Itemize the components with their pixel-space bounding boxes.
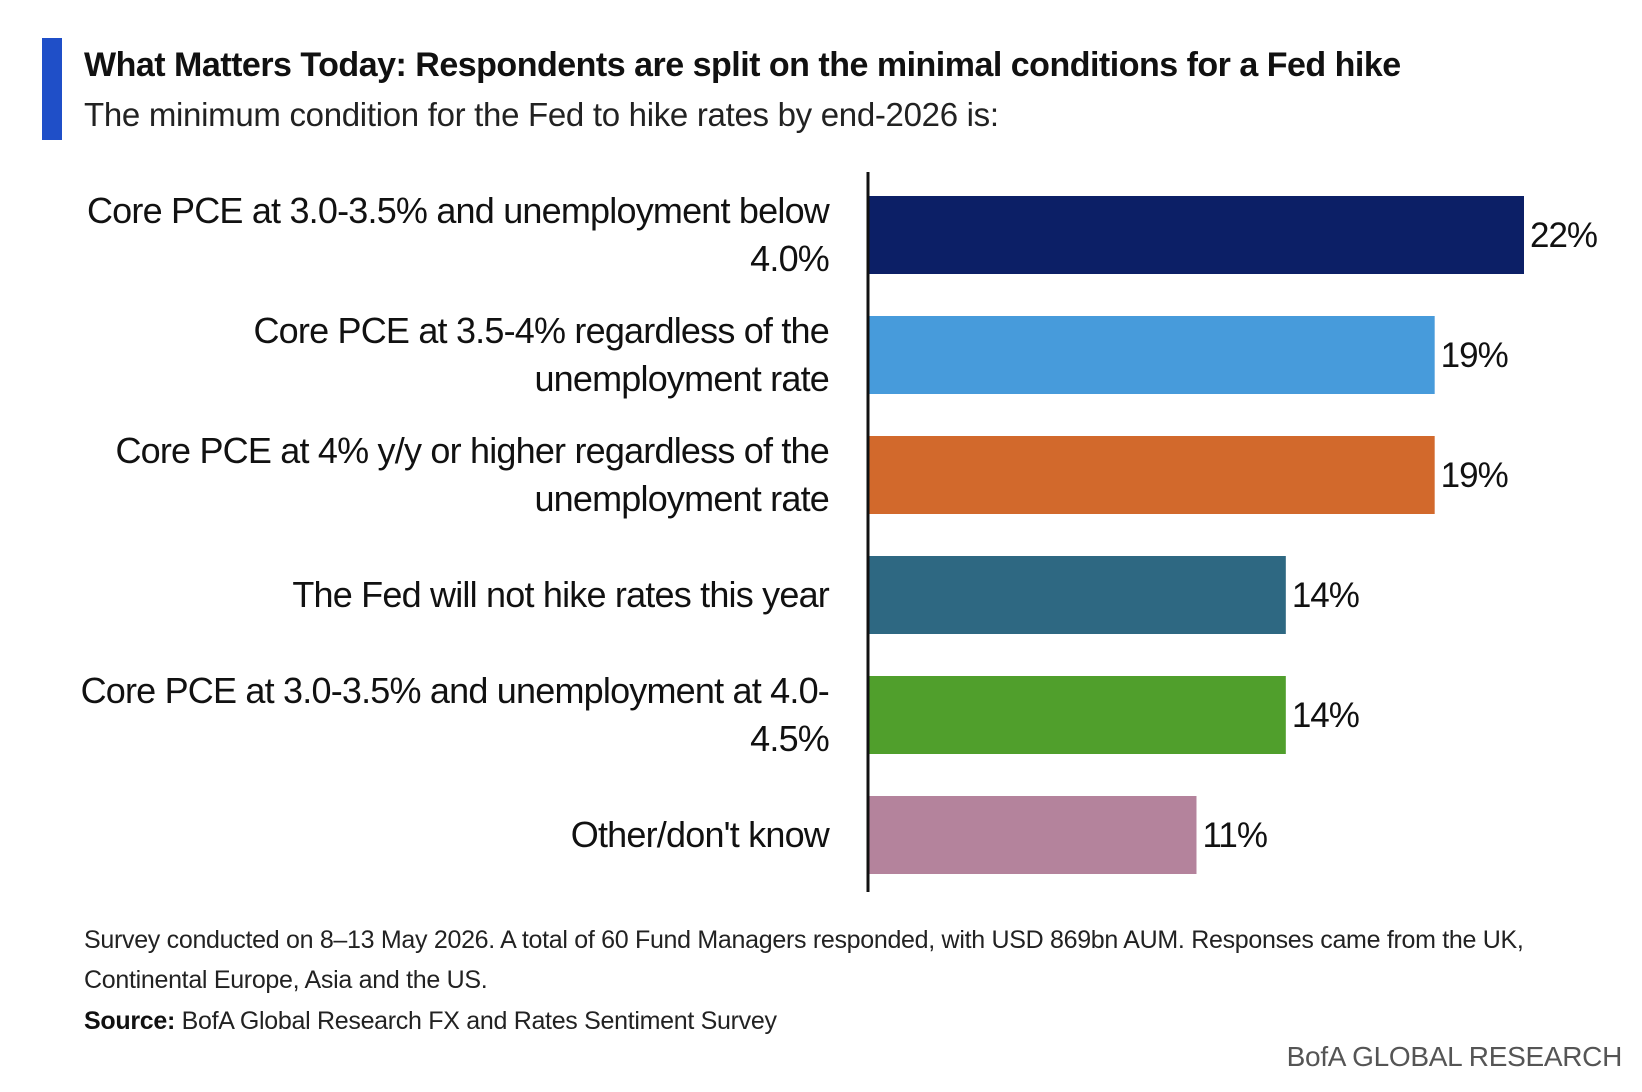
category-label-3-line-2: unemployment rate [534,478,829,519]
source-label: Source: [84,1007,175,1035]
chart-title: What Matters Today: Respondents are spli… [84,46,1401,84]
source-text: BofA Global Research FX and Rates Sentim… [174,1007,777,1035]
data-label-3: 19% [1441,456,1508,495]
category-label-1-line-1: Core PCE at 3.0-3.5% and unemployment be… [87,190,831,231]
category-label-5-line-1: Core PCE at 3.0-3.5% and unemployment at… [81,670,829,711]
bar-1 [869,196,1524,274]
data-label-6: 11% [1203,816,1267,855]
bar-6 [869,796,1197,874]
category-label-2-line-1: Core PCE at 3.5-4% regardless of the [253,310,829,351]
bar-chart: 22% Core PCE at 3.0-3.5% and unemployment… [81,172,1598,892]
title-accent-bar [42,38,62,140]
category-label-6-line-1: Other/don't know [571,814,831,855]
bar-4 [869,556,1286,634]
bar-5 [869,676,1286,754]
bar-2 [869,316,1435,394]
category-label-4-line-1: The Fed will not hike rates this year [292,574,829,615]
chart-subtitle: The minimum condition for the Fed to hik… [84,96,999,133]
source-line: Source: BofA Global Research FX and Rate… [84,1007,777,1036]
data-label-1: 22% [1530,216,1597,255]
survey-footnote: Survey conducted on 8–13 May 2026. A tot… [84,926,1524,994]
category-label-2-line-2: unemployment rate [534,358,829,399]
data-label-4: 14% [1292,576,1359,615]
category-label-5-line-2: 4.5% [750,718,829,759]
data-label-2: 19% [1441,336,1508,375]
bar-3 [869,436,1435,514]
data-label-5: 14% [1292,696,1359,735]
category-label-3-line-1: Core PCE at 4% y/y or higher regardless … [115,430,829,471]
brand-logo-text: BofA GLOBAL RESEARCH [1286,1041,1623,1072]
category-label-1-line-2: 4.0% [750,238,829,279]
